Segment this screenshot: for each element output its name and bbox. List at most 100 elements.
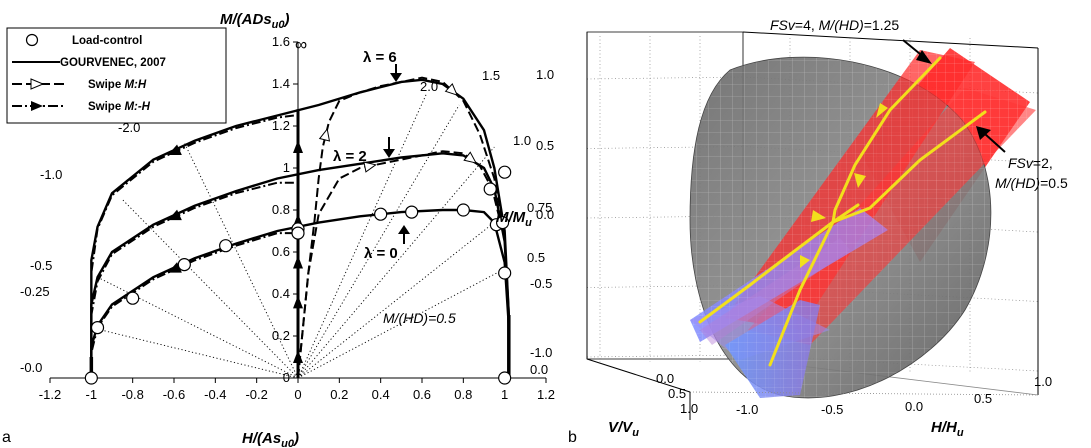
- load-control-marker: [177, 258, 191, 272]
- ray-line: [297, 104, 460, 379]
- swipe-arrowhead: [318, 127, 331, 142]
- series-line: [90, 232, 294, 354]
- y-tick-label: 0.8: [272, 202, 290, 217]
- x-tick-label: -0.8: [121, 387, 143, 402]
- x-tick-label: 0: [294, 387, 301, 402]
- ray-label-1: 1.0: [513, 133, 531, 148]
- ray-line: [97, 276, 299, 379]
- series-line: [297, 150, 506, 379]
- load-control-marker: [291, 226, 305, 240]
- legend-swipe-mmh: Swipe M:-H: [12, 101, 151, 113]
- x-tick-label: 0.2: [330, 387, 348, 402]
- load-control-marker: [219, 239, 233, 253]
- svg-text:1.0: 1.0: [536, 67, 554, 82]
- legend-gourvenec-text: GOURVENEC, 2007: [60, 57, 166, 69]
- ray-line: [183, 142, 299, 379]
- load-control-marker: [90, 321, 105, 335]
- svg-text:0.5: 0.5: [974, 391, 992, 406]
- series-line: [297, 76, 506, 379]
- load-control-marker: [498, 371, 512, 385]
- annotation-fsv2-line1: FSv=2,: [1008, 155, 1053, 171]
- legend-swipe-mh: Swipe M:H: [12, 78, 147, 91]
- y-tick-label: 1.6: [272, 34, 290, 49]
- legend-filled-arrow-icon: [31, 101, 43, 111]
- lambda-2-label: λ = 2: [333, 148, 367, 165]
- ray-label-05: 0.5: [527, 250, 545, 265]
- legend-load-control-text: Load-control: [72, 35, 142, 47]
- load-control-marker: [126, 291, 140, 305]
- ray-label-2: 2.0: [420, 79, 438, 94]
- x-tick-label: 1: [501, 387, 508, 402]
- ray-label-m025: -0.25: [20, 284, 50, 299]
- legend-box: [6, 27, 227, 124]
- load-control-marker: [374, 207, 388, 221]
- svg-text:1.0: 1.0: [680, 401, 698, 416]
- swipe-arrowhead: [167, 144, 182, 156]
- ray-label-075: 0.75: [527, 200, 552, 215]
- series-line: [90, 114, 294, 274]
- ray-line: [297, 268, 505, 379]
- x-tick-label: 0.6: [413, 387, 431, 402]
- failure-envelope-series: [89, 76, 511, 379]
- h-tick-labels: -1.0 -0.5 0.0 0.5 1.0: [736, 374, 1052, 417]
- legend-open-arrow-icon: [30, 78, 45, 90]
- y-tick-labels: 0 0.2 0.4 0.6 0.8 1 1.2 1.4 1.6: [272, 34, 290, 385]
- y-tick-label: 1: [283, 160, 290, 175]
- y-tick-label: 0.6: [272, 244, 290, 259]
- ray-line: [91, 327, 299, 379]
- x-tick-label: -0.2: [245, 387, 267, 402]
- load-control-markers: [84, 165, 512, 385]
- load-control-marker: [498, 266, 512, 280]
- svg-text:0.5: 0.5: [668, 386, 686, 401]
- infinity-label: ∞: [295, 35, 307, 54]
- z-tick-labels: 1.0 0.5 0.0 -0.5 -1.0: [530, 67, 554, 360]
- annotation-fsv2-line2: M/(HD)=0.5: [995, 175, 1068, 191]
- load-control-marker: [405, 205, 419, 219]
- svg-text:0.0: 0.0: [536, 207, 554, 222]
- y-tick-label: 1.4: [272, 76, 290, 91]
- load-control-marker: [84, 371, 98, 385]
- legend-swipe-mmh-text: Swipe M:-H: [88, 101, 151, 113]
- ray-line: [297, 213, 505, 379]
- load-control-marker: [483, 182, 497, 196]
- yellow-load-paths: [698, 56, 987, 367]
- load-control-marker: [498, 165, 512, 179]
- box-front-edges: [586, 32, 1039, 420]
- ray-label-15: 1.5: [482, 68, 500, 83]
- svg-text:-0.5: -0.5: [821, 402, 843, 417]
- x-tick-label: 0.4: [372, 387, 390, 402]
- x-axis-title: H/(Asu0): [242, 430, 299, 448]
- svg-text:0.5: 0.5: [536, 138, 554, 153]
- vertical-swipe-arrowhead: [293, 350, 303, 363]
- gridline: [586, 354, 744, 358]
- legend-gourvenec: GOURVENEC, 2007: [12, 57, 166, 69]
- x-tick-label: 1.2: [537, 387, 555, 402]
- x-tick-label: 0.8: [454, 387, 472, 402]
- y-tick-label: 0: [283, 370, 290, 385]
- vertical-swipe-arrowhead: [293, 295, 303, 309]
- swipe-arrowhead: [167, 209, 182, 221]
- annotation-fsv2-arrow: [976, 126, 1006, 153]
- h-axis-title: H/Hu: [931, 419, 964, 439]
- load-control-marker: [496, 216, 510, 230]
- v-tick-labels: 0.0 0.5 1.0: [656, 371, 698, 416]
- swipe-arrowhead: [363, 161, 377, 173]
- ray-label-m2: -2.0: [118, 120, 140, 135]
- legend-circle-marker: [25, 33, 39, 47]
- load-path-rays: [91, 94, 505, 379]
- panel-b-3d-plot: 1.0 0.5 0.0 -0.5 -1.0 0.0 0.5 1.0 -1.0 -…: [496, 17, 1068, 446]
- svg-text:-0.5: -0.5: [530, 276, 552, 291]
- x-tick-labels: -1.2 -1 -0.8 -0.6 -0.4 -0.2 0 0.2 0.4 0.6 0.8 1 1.2: [39, 387, 555, 402]
- ray-label-m1: -1.0: [40, 167, 62, 182]
- svg-text:1.0: 1.0: [1034, 374, 1052, 389]
- vertical-swipe-arrowhead: [293, 140, 303, 153]
- y-axis-title: M/(ADsu0): [220, 11, 290, 31]
- lambda-0-label: λ = 0: [364, 245, 398, 262]
- lambda-0-arrow: [398, 225, 410, 244]
- series-line: [90, 181, 294, 316]
- svg-text:-1.0: -1.0: [530, 345, 552, 360]
- ray-label-m0: -0.0: [20, 360, 42, 375]
- ray-line: [297, 94, 427, 379]
- ray-line: [297, 146, 495, 379]
